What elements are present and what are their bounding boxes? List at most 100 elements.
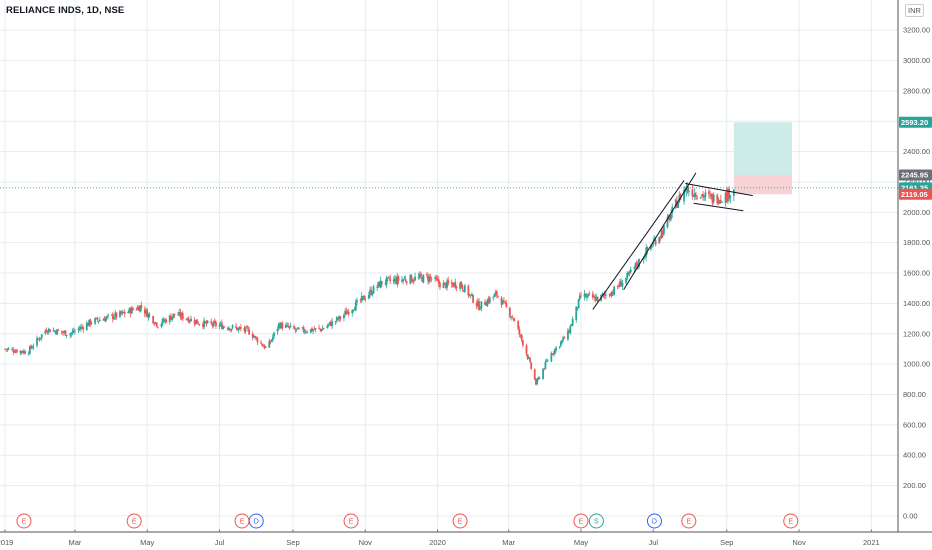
candle-body	[428, 276, 431, 283]
price-axis[interactable]: 0.00 200.00 400.00 600.00 800.00 1000.00 1200.…	[897, 0, 932, 532]
candle-body	[575, 306, 578, 320]
candle-body	[37, 338, 40, 340]
candle-body	[313, 328, 316, 330]
candle-body	[302, 327, 305, 332]
candle-body	[74, 331, 76, 332]
candle-body	[49, 329, 51, 333]
candle-body	[402, 279, 405, 281]
candle-body	[346, 311, 349, 314]
candle-body	[542, 369, 544, 379]
event-marker	[452, 513, 468, 529]
candle-body	[311, 328, 313, 332]
candle-body	[70, 332, 73, 335]
candle-body	[644, 257, 646, 258]
candle-body	[608, 294, 611, 296]
candle-body	[32, 346, 35, 348]
candle-body	[312, 329, 315, 331]
candle-body	[527, 358, 530, 360]
candle-body	[23, 350, 25, 354]
candle-body	[693, 193, 696, 197]
candle-body	[128, 308, 131, 313]
y-tick-label: 2200.00	[903, 177, 930, 186]
candle-body	[171, 316, 174, 321]
candle-body	[683, 189, 685, 202]
trendline	[623, 172, 697, 290]
event-marker	[343, 513, 359, 529]
candle-body	[649, 245, 652, 250]
candle-body	[62, 331, 64, 333]
candle-body	[453, 282, 456, 287]
candle-body	[344, 311, 347, 314]
candle-body	[28, 346, 31, 354]
candle-body	[601, 294, 604, 296]
candle-body	[401, 279, 403, 282]
candle-body	[354, 301, 357, 311]
candle-body	[580, 295, 582, 297]
candle-body	[143, 309, 146, 314]
candle-body	[218, 325, 221, 327]
candle-body	[135, 309, 138, 311]
candle-body	[569, 325, 572, 334]
candle-body	[57, 330, 60, 331]
candle-body	[546, 360, 549, 362]
candle-body	[60, 330, 63, 333]
candle-body	[38, 339, 41, 340]
candle-body	[558, 346, 561, 348]
candle-body	[434, 277, 437, 279]
candle-body	[394, 278, 396, 281]
candle-body	[668, 216, 671, 221]
candle-body	[596, 296, 599, 302]
price-label-box	[899, 116, 932, 128]
candle-body	[45, 330, 48, 332]
candle-body	[503, 300, 505, 302]
event-marker	[573, 513, 589, 529]
y-tick-label: 400.00	[903, 451, 926, 460]
candle-body	[442, 283, 445, 289]
candle-body	[196, 319, 198, 324]
candle-body	[251, 333, 254, 338]
candle-body	[561, 339, 563, 343]
time-axis[interactable]: 2019 Mar May Jul Sep Nov 2020 Mar May Jul Sep Nov 20…	[0, 529, 932, 547]
candle-body	[635, 262, 638, 266]
candle-body	[716, 194, 719, 204]
candle-body	[732, 189, 735, 196]
candle-body	[386, 277, 389, 279]
candle-body	[219, 323, 222, 325]
candle-body	[72, 330, 75, 333]
candle-body	[69, 334, 72, 336]
candle-body	[727, 189, 729, 202]
candle-body	[305, 331, 307, 333]
candle-body	[628, 271, 631, 273]
candle-body	[197, 323, 200, 325]
candle-body	[284, 325, 287, 328]
candle-body	[593, 296, 595, 298]
candle-body	[530, 362, 533, 369]
candle-body	[403, 278, 406, 280]
candle-body	[517, 321, 520, 329]
candle-body	[555, 347, 557, 350]
long-position-tool[interactable]	[0, 122, 898, 195]
y-tick-label: 2000.00	[903, 208, 930, 217]
candle-body	[356, 300, 358, 303]
candle-body	[487, 299, 490, 303]
candle-body	[636, 264, 639, 267]
candle-body	[513, 319, 516, 321]
trendline-drawings[interactable]	[592, 172, 753, 310]
candle-body	[52, 330, 55, 332]
candle-body	[666, 217, 669, 228]
price-label: 2245.95	[901, 171, 928, 180]
candle-body	[554, 349, 556, 354]
candle-body	[337, 317, 339, 320]
currency-badge[interactable]: INR	[905, 4, 924, 17]
candle-body	[587, 294, 589, 296]
candle-body	[147, 313, 150, 318]
candle-body	[248, 329, 251, 335]
candle-body	[277, 323, 280, 328]
candle-body	[674, 199, 677, 207]
candle-body	[181, 312, 184, 319]
candle-body	[14, 350, 17, 353]
candle-body	[633, 267, 636, 269]
event-label: E	[579, 519, 584, 526]
